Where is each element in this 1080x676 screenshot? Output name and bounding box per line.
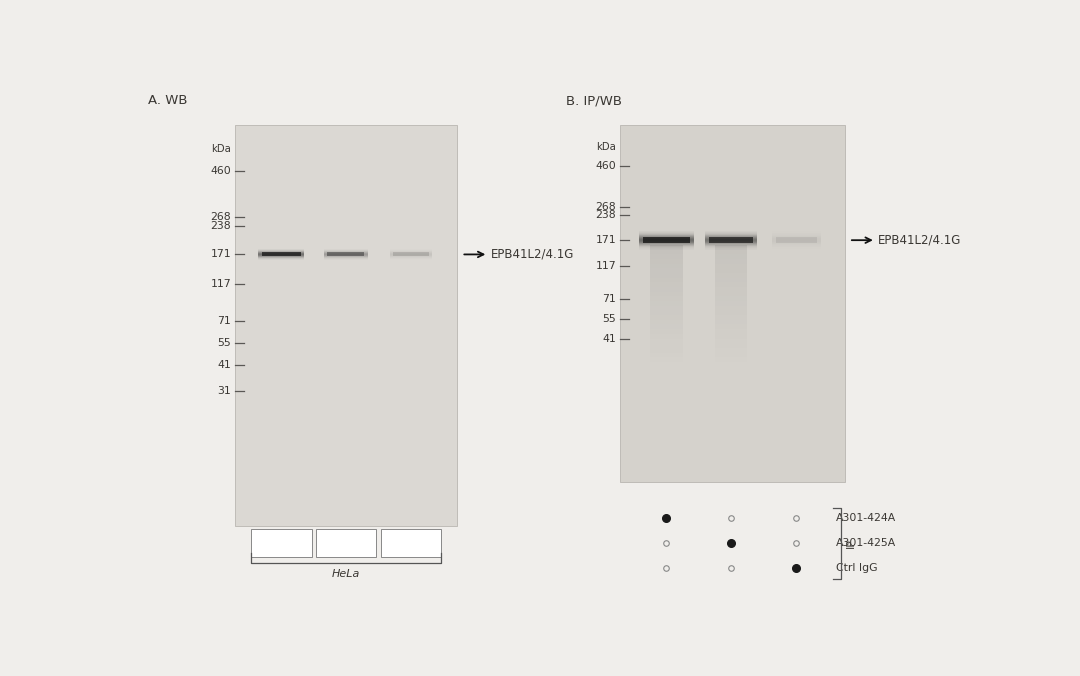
Text: 55: 55 [217,338,231,348]
Bar [650,268,683,273]
Text: 15: 15 [339,538,353,548]
Bar [715,306,746,310]
Text: A301-425A: A301-425A [836,538,896,548]
Bar [715,353,746,358]
Bar [715,296,746,301]
Text: 117: 117 [596,261,617,271]
Bar [715,264,746,268]
Bar [650,306,683,310]
Bar [650,296,683,301]
Bar [650,320,683,324]
Text: EPB41L2/4.1G: EPB41L2/4.1G [878,234,961,247]
Bar [775,237,816,243]
Text: HeLa: HeLa [333,569,361,579]
Bar [715,339,746,343]
Bar [715,343,746,348]
Text: 71: 71 [603,294,617,304]
Bar [650,273,683,278]
Bar [715,310,746,315]
Bar [650,283,683,287]
Bar [715,245,746,249]
Text: 171: 171 [211,249,231,260]
Bar [715,320,746,324]
Text: 460: 460 [595,161,617,170]
Bar [650,358,683,362]
Bar [650,334,683,339]
Bar [715,273,746,278]
Bar [650,287,683,292]
Text: 50: 50 [274,538,288,548]
Bar [708,237,753,243]
Text: 41: 41 [603,333,617,343]
Text: kDa: kDa [596,142,617,151]
Bar [715,324,746,329]
Text: 268: 268 [596,201,617,212]
Bar [715,301,746,306]
Bar [650,259,683,264]
Bar [715,254,746,259]
Text: Ctrl IgG: Ctrl IgG [836,563,878,573]
Bar [650,348,683,353]
Bar [650,310,683,315]
Text: kDa: kDa [212,145,231,154]
Bar [650,329,683,334]
Text: 268: 268 [211,212,231,222]
Bar [381,529,442,558]
Bar [715,348,746,353]
Text: 238: 238 [211,221,231,231]
Bar [715,358,746,362]
Bar [393,252,429,256]
Text: 71: 71 [217,316,231,326]
Bar [715,283,746,287]
Bar [715,249,746,254]
Text: EPB41L2/4.1G: EPB41L2/4.1G [490,248,575,261]
Bar [715,329,746,334]
Bar [715,268,746,273]
Bar [650,264,683,268]
Text: 238: 238 [596,210,617,220]
Bar [650,339,683,343]
Bar [315,529,376,558]
Text: 31: 31 [217,386,231,396]
Bar [650,292,683,296]
Bar [644,237,690,243]
Bar [650,324,683,329]
Bar [650,245,683,249]
Text: 460: 460 [211,166,231,176]
Bar [650,315,683,320]
Text: 171: 171 [596,235,617,245]
Text: 5: 5 [408,538,415,548]
Bar [650,353,683,358]
Bar [650,301,683,306]
Text: B. IP/WB: B. IP/WB [566,94,622,107]
Bar [715,334,746,339]
Bar [620,125,845,482]
Bar [650,278,683,283]
Text: 55: 55 [603,314,617,324]
Bar [235,125,457,526]
Text: IP: IP [846,538,855,548]
Bar [715,287,746,292]
Text: 41: 41 [217,360,231,370]
Bar [650,343,683,348]
Bar [650,254,683,259]
Bar [252,529,312,558]
Bar [715,259,746,264]
Text: 117: 117 [211,279,231,289]
Text: A301-424A: A301-424A [836,513,896,523]
Bar [715,278,746,283]
Bar [715,292,746,296]
Text: A. WB: A. WB [148,94,187,107]
Bar [262,252,301,256]
Bar [715,315,746,320]
Bar [327,252,364,256]
Bar [650,249,683,254]
